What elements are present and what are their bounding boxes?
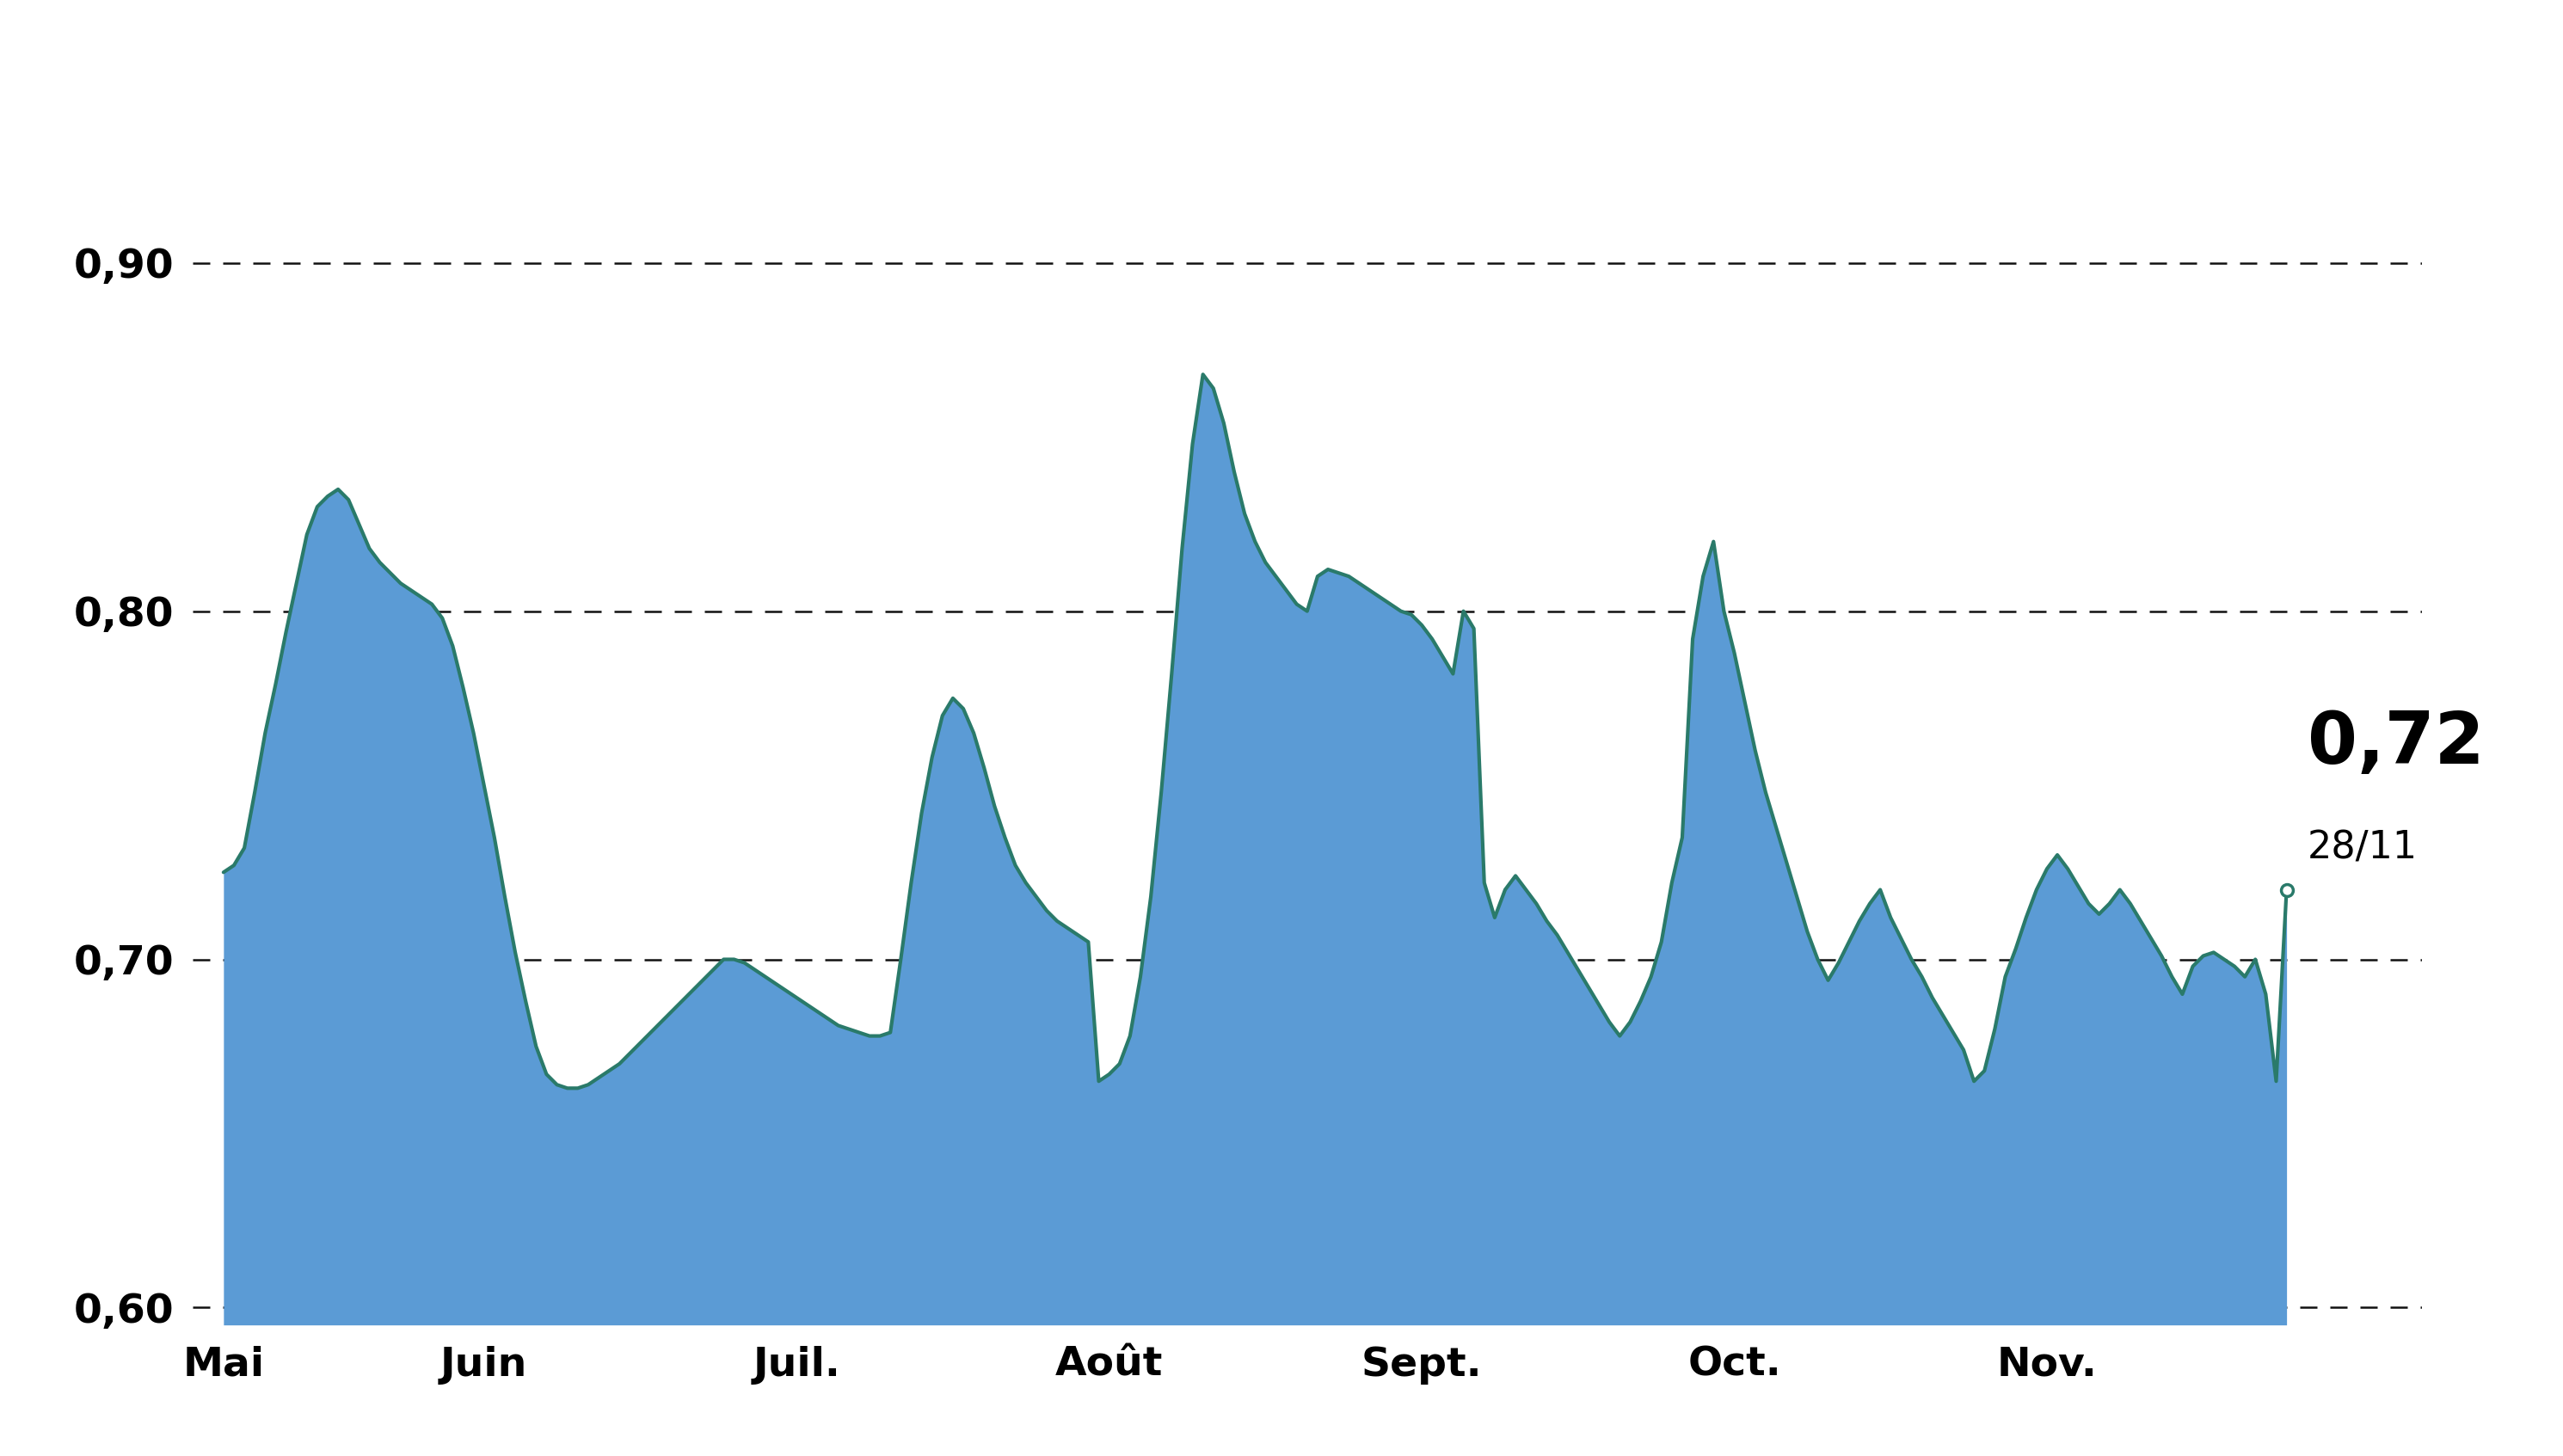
Text: 28/11: 28/11 <box>2307 830 2417 866</box>
Text: 0,72: 0,72 <box>2307 709 2484 779</box>
Text: TERACT: TERACT <box>1094 12 1469 95</box>
